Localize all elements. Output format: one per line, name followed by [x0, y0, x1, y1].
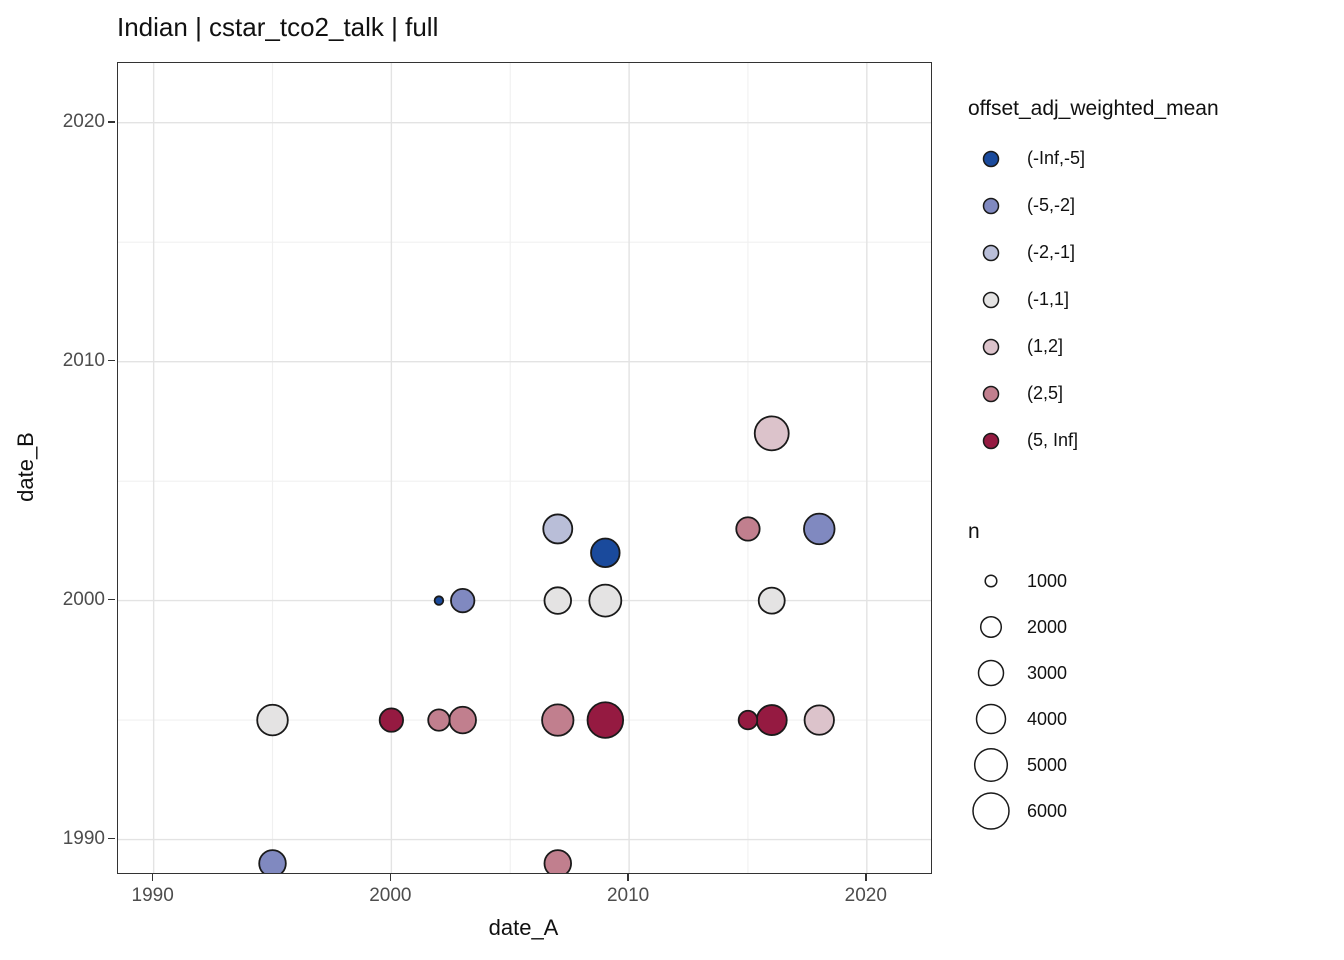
- data-point: [378, 707, 404, 733]
- data-point: [753, 415, 790, 452]
- size-legend-label: 6000: [1027, 800, 1068, 821]
- data-point: [735, 516, 761, 542]
- data-point: [590, 537, 621, 569]
- legend-size-circle-icon: [968, 696, 1014, 742]
- data-point: [450, 588, 476, 614]
- x-tick-mark: [627, 874, 629, 881]
- x-tick-label: 2020: [844, 885, 887, 906]
- x-tick-mark: [151, 874, 154, 881]
- data-point: [433, 595, 445, 606]
- x-axis-title: date_A: [488, 915, 559, 940]
- color-legend-title: offset_adj_weighted_mean: [968, 97, 1219, 120]
- data-point: [586, 701, 625, 739]
- legend-dot-icon: [968, 277, 1014, 323]
- y-tick-label: 2000: [62, 588, 105, 610]
- color-legend-label: (-5,-2]: [1027, 195, 1076, 215]
- size-legend-item: 5000: [968, 742, 1067, 788]
- size-legend: n 1000 2000 3000 4000 5000 6000: [968, 520, 1067, 834]
- plot-title: Indian | cstar_tco2_talk | full: [117, 12, 439, 42]
- x-tick-label: 2000: [369, 885, 412, 906]
- legend-dot-icon: [968, 230, 1014, 276]
- legend-dot-icon: [968, 418, 1014, 464]
- color-legend-item: (2,5]: [968, 370, 1219, 417]
- color-legend: offset_adj_weighted_mean (-Inf,-5] (-5,-2…: [968, 97, 1219, 464]
- plot-panel: [117, 62, 932, 874]
- size-legend-item: 1000: [968, 558, 1067, 604]
- legend-dot-icon: [968, 324, 1014, 370]
- size-legend-item: 4000: [968, 696, 1067, 742]
- legend-dot-icon: [968, 183, 1014, 229]
- data-point: [543, 586, 572, 615]
- data-point: [256, 703, 289, 737]
- legend-size-circle-icon: [968, 558, 1014, 604]
- x-tick-label: 2010: [606, 885, 650, 906]
- color-legend-item: (-2,-1]: [968, 229, 1219, 276]
- size-legend-item: 6000: [968, 788, 1067, 834]
- size-legend-label: 3000: [1027, 662, 1068, 683]
- scatter-plot-canvas: [118, 63, 931, 873]
- color-legend-label: (-1,1]: [1027, 289, 1070, 309]
- color-legend-label: (-Inf,-5]: [1027, 148, 1086, 168]
- data-point: [757, 586, 786, 615]
- color-legend-item: (-Inf,-5]: [968, 135, 1219, 182]
- x-tick-label: 1990: [131, 885, 174, 906]
- data-point: [543, 849, 572, 873]
- data-points: [256, 415, 836, 873]
- x-tick-mark: [389, 874, 392, 881]
- color-legend-item: (-5,-2]: [968, 182, 1219, 229]
- data-point: [541, 703, 575, 737]
- y-tick-mark: [108, 598, 115, 601]
- x-tick-mark: [865, 874, 867, 881]
- color-legend-items: (-Inf,-5] (-5,-2] (-2,-1] (-1,1] (1,2] (2,5] (…: [968, 135, 1219, 464]
- y-tick-mark: [108, 120, 115, 123]
- data-point: [588, 583, 623, 618]
- data-point: [427, 708, 451, 732]
- legend-size-circle-icon: [968, 742, 1014, 788]
- size-legend-label: 5000: [1027, 754, 1068, 775]
- legend-size-circle-icon: [968, 604, 1014, 650]
- gridlines-minor: [118, 63, 931, 873]
- y-tick-label: 1990: [62, 827, 105, 849]
- data-point: [803, 512, 836, 546]
- y-tick-label: 2010: [62, 349, 105, 371]
- size-legend-items: 1000 2000 3000 4000 5000 6000: [968, 558, 1067, 834]
- color-legend-item: (-1,1]: [968, 276, 1219, 323]
- data-point: [448, 705, 477, 735]
- y-tick-label: 2020: [62, 110, 105, 132]
- legend-size-circle-icon: [968, 788, 1014, 834]
- color-legend-item: (1,2]: [968, 323, 1219, 370]
- data-point: [737, 709, 759, 731]
- gridlines-major: [118, 63, 931, 873]
- size-legend-label: 1000: [1027, 570, 1068, 591]
- size-legend-label: 2000: [1027, 616, 1068, 637]
- data-point: [755, 704, 788, 736]
- y-tick-mark: [108, 359, 115, 362]
- legend-size-circle-icon: [968, 650, 1014, 696]
- size-legend-label: 4000: [1027, 708, 1068, 729]
- color-legend-label: (1,2]: [1027, 336, 1064, 356]
- size-legend-item: 3000: [968, 650, 1067, 696]
- legend-dot-icon: [968, 371, 1014, 417]
- data-point: [258, 849, 287, 873]
- y-tick-mark: [108, 837, 115, 840]
- legend-dot-icon: [968, 136, 1014, 182]
- y-axis-title: date_B: [13, 432, 38, 502]
- color-legend-label: (5, Inf]: [1027, 430, 1079, 450]
- data-point: [803, 704, 835, 736]
- size-legend-item: 2000: [968, 604, 1067, 650]
- color-legend-item: (5, Inf]: [968, 417, 1219, 464]
- data-point: [542, 513, 574, 545]
- size-legend-title: n: [968, 520, 980, 543]
- color-legend-label: (-2,-1]: [1027, 242, 1076, 262]
- color-legend-label: (2,5]: [1027, 383, 1064, 403]
